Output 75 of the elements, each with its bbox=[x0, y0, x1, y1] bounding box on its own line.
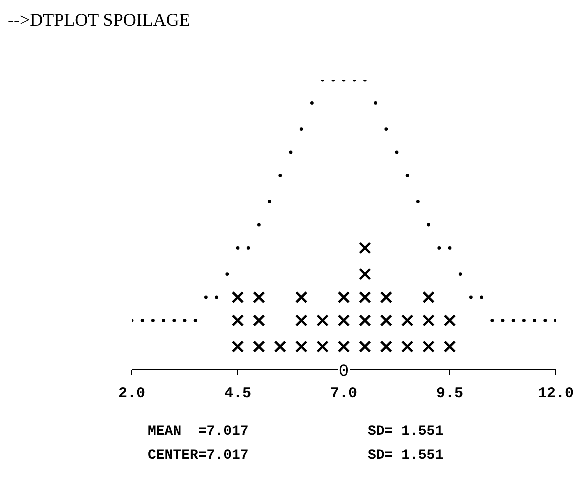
point bbox=[359, 242, 372, 254]
point bbox=[544, 319, 548, 322]
point bbox=[444, 314, 456, 327]
text: SD= 1.551 bbox=[368, 448, 445, 464]
text: SD= 1.551 bbox=[368, 424, 445, 440]
point bbox=[522, 319, 526, 322]
point bbox=[268, 200, 272, 204]
x-tick-label: 4.5 bbox=[224, 386, 252, 403]
point bbox=[512, 319, 516, 322]
point bbox=[246, 246, 250, 250]
point bbox=[194, 319, 198, 322]
point bbox=[380, 291, 393, 304]
point bbox=[444, 340, 456, 353]
point bbox=[359, 340, 372, 353]
point bbox=[470, 296, 473, 300]
point bbox=[422, 314, 435, 327]
x-tick-label: 12.0 bbox=[538, 386, 574, 403]
point bbox=[359, 291, 372, 304]
point bbox=[448, 246, 452, 250]
point bbox=[295, 314, 308, 327]
point bbox=[232, 291, 244, 304]
point bbox=[384, 128, 388, 131]
point bbox=[338, 291, 350, 304]
point bbox=[295, 340, 308, 353]
point bbox=[458, 272, 462, 276]
point bbox=[172, 319, 176, 322]
point bbox=[422, 291, 435, 304]
point bbox=[253, 314, 266, 327]
point bbox=[422, 340, 435, 353]
point bbox=[395, 150, 399, 154]
point bbox=[253, 340, 266, 353]
point bbox=[162, 319, 166, 322]
point bbox=[316, 340, 329, 353]
point bbox=[300, 128, 304, 131]
point bbox=[232, 314, 244, 327]
point bbox=[490, 319, 494, 322]
point bbox=[338, 314, 350, 327]
point bbox=[501, 319, 505, 322]
point bbox=[359, 314, 372, 327]
point bbox=[427, 223, 430, 227]
point bbox=[278, 174, 282, 178]
point bbox=[401, 314, 414, 327]
point bbox=[236, 246, 240, 250]
text: CENTER=7.017 bbox=[148, 448, 250, 464]
annotation: 0 bbox=[338, 363, 350, 382]
point bbox=[183, 319, 187, 322]
point bbox=[204, 296, 208, 300]
point bbox=[310, 102, 314, 105]
point bbox=[480, 296, 484, 300]
point bbox=[401, 340, 414, 353]
point bbox=[295, 291, 308, 304]
point bbox=[226, 272, 230, 276]
x-tick-label: 7.0 bbox=[330, 386, 358, 403]
text: MEAN =7.017 bbox=[148, 424, 250, 440]
point bbox=[359, 268, 372, 280]
point bbox=[380, 314, 393, 327]
point bbox=[406, 174, 410, 178]
point bbox=[232, 340, 244, 353]
point bbox=[438, 246, 442, 250]
point bbox=[253, 291, 266, 304]
point bbox=[416, 200, 420, 204]
x-tick-label: 2.0 bbox=[118, 386, 146, 403]
x-tick-label: 9.5 bbox=[436, 386, 464, 403]
chart-title: -->DTPLOT SPOILAGE bbox=[8, 9, 192, 32]
point bbox=[289, 150, 293, 154]
point bbox=[215, 296, 218, 300]
point bbox=[533, 319, 536, 322]
point bbox=[316, 314, 329, 327]
point bbox=[140, 319, 144, 322]
point bbox=[274, 340, 287, 353]
point bbox=[338, 340, 350, 353]
point bbox=[374, 102, 378, 105]
point bbox=[152, 319, 155, 322]
point bbox=[258, 223, 261, 227]
point bbox=[380, 340, 393, 353]
